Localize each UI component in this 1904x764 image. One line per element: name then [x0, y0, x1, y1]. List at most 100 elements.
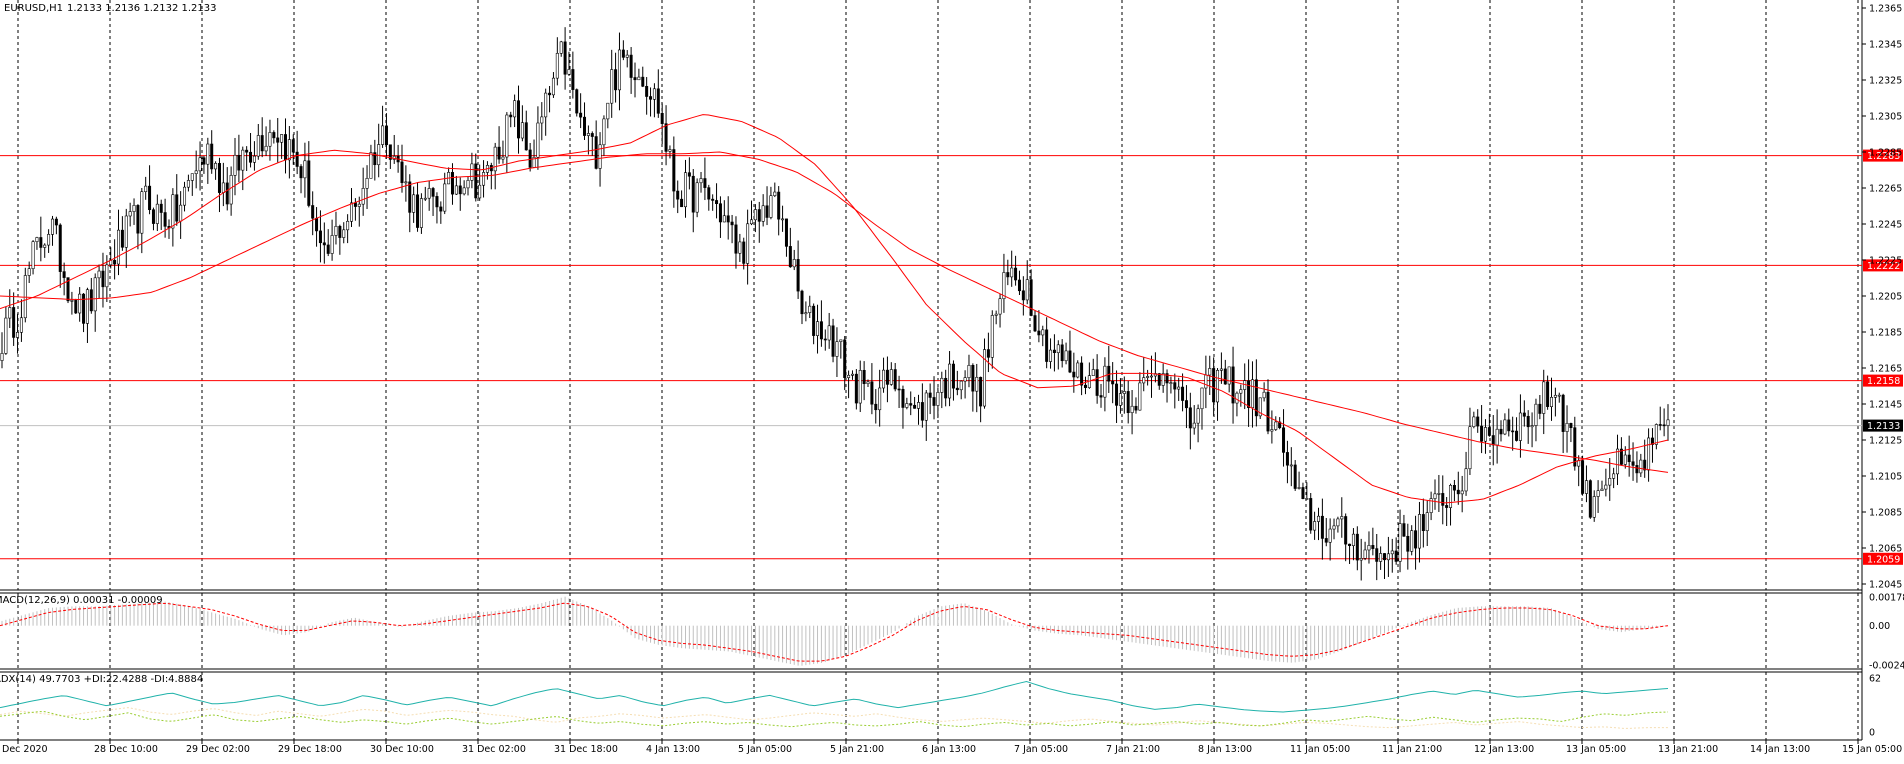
candle-body: [1379, 553, 1383, 562]
candle-body: [369, 152, 373, 179]
candle-body: [757, 209, 761, 222]
candle-body: [1328, 528, 1332, 543]
candle-body: [1386, 553, 1390, 561]
candle-body: [1534, 403, 1538, 426]
candle-body: [144, 185, 148, 192]
candle-body: [19, 317, 23, 333]
candle-body: [1549, 397, 1553, 407]
candle-body: [524, 122, 528, 151]
candle-body: [1250, 379, 1254, 409]
time-tick-label: 11 Jan 21:00: [1382, 744, 1442, 755]
candle-body: [1600, 488, 1604, 491]
candle-body: [1468, 426, 1472, 470]
candle-body: [412, 194, 416, 213]
candle-body: [1515, 430, 1519, 441]
candle-body: [1072, 371, 1076, 378]
candle-body: [1414, 530, 1418, 549]
candle-body: [734, 224, 738, 254]
macd-tick-label: 0.00: [1869, 621, 1890, 632]
candle-body: [971, 364, 975, 392]
candle-body: [1196, 408, 1200, 424]
di-minus-line: [0, 707, 1668, 729]
candle-body: [1282, 427, 1286, 453]
candle-body: [1115, 383, 1119, 406]
candle-body: [1138, 382, 1142, 411]
ma-slow-line: [0, 151, 1669, 473]
candle-body: [641, 76, 645, 87]
candle-body: [82, 293, 86, 324]
candle-body: [575, 89, 579, 114]
candle-body: [893, 369, 897, 390]
price-tick-label: 1.2245: [1869, 220, 1902, 231]
candle-body: [1200, 387, 1204, 410]
candle-body: [27, 268, 31, 276]
candle-body: [377, 144, 381, 166]
candle-body: [1511, 430, 1515, 433]
candle-body: [0, 353, 4, 361]
level-price-tag: [1863, 552, 1903, 565]
candle-body: [1293, 464, 1297, 489]
time-tick-label: 4 Jan 13:00: [646, 744, 700, 755]
candle-body: [1495, 428, 1499, 446]
candle-body: [730, 221, 734, 226]
candle-body: [773, 191, 777, 197]
candle-body: [878, 387, 882, 411]
price-panel[interactable]: 1.2283 1.2222 1.2158 1.2059 1.2133: [0, 27, 1903, 581]
candle-body: [202, 157, 206, 165]
candle-body: [229, 175, 233, 205]
time-tick-label: 11 Jan 05:00: [1290, 744, 1350, 755]
candle-body: [1130, 405, 1134, 414]
price-tick-label: 1.2285: [1869, 148, 1902, 159]
candle-body: [932, 397, 936, 406]
candle-body: [361, 188, 365, 205]
candle-body: [1006, 272, 1010, 278]
candle-body: [1340, 516, 1344, 520]
candle-body: [889, 369, 893, 385]
candle-body: [35, 237, 39, 242]
candle-body: [381, 125, 385, 145]
candle-body: [951, 363, 955, 389]
candle-body: [85, 289, 89, 324]
candle-body: [1573, 427, 1577, 467]
candle-body: [1592, 496, 1596, 518]
candle-body: [1635, 465, 1639, 474]
time-tick-label: 28 Dec 10:00: [94, 744, 158, 755]
candle-body: [703, 178, 707, 188]
candle-body: [1227, 366, 1231, 385]
candle-body: [117, 229, 121, 265]
candle-body: [221, 182, 225, 193]
candle-body: [194, 170, 198, 175]
candle-body: [1025, 279, 1029, 301]
candle-body: [567, 69, 571, 75]
candle-body: [909, 403, 913, 406]
candle-body: [388, 144, 392, 160]
candle-body: [555, 53, 559, 79]
candle-body: [777, 191, 781, 220]
candle-body: [676, 190, 680, 200]
candle-body: [948, 363, 952, 399]
candle-body: [1394, 550, 1398, 562]
price-tick-label: 1.2265: [1869, 184, 1902, 195]
candle-body: [303, 160, 307, 179]
candle-body: [835, 341, 839, 357]
candle-body: [311, 205, 315, 219]
candle-body: [979, 376, 983, 407]
candle-body: [1650, 437, 1654, 445]
candle-body: [1452, 484, 1456, 491]
candle-body: [1491, 435, 1495, 446]
candle-body: [1247, 380, 1251, 409]
candle-body: [1542, 381, 1546, 414]
time-tick-label: 14 Jan 13:00: [1750, 744, 1810, 755]
di-plus-line: [0, 711, 1669, 728]
price-tick-label: 1.2365: [1869, 4, 1902, 15]
candle-body: [1216, 370, 1220, 403]
macd-panel[interactable]: [0, 596, 1669, 666]
candle-body: [1538, 403, 1542, 414]
candle-body: [140, 191, 144, 234]
adx-panel[interactable]: [0, 680, 1669, 729]
candle-body: [58, 224, 62, 272]
candle-body: [816, 321, 820, 336]
candle-body: [408, 181, 412, 213]
candle-body: [1014, 267, 1018, 281]
